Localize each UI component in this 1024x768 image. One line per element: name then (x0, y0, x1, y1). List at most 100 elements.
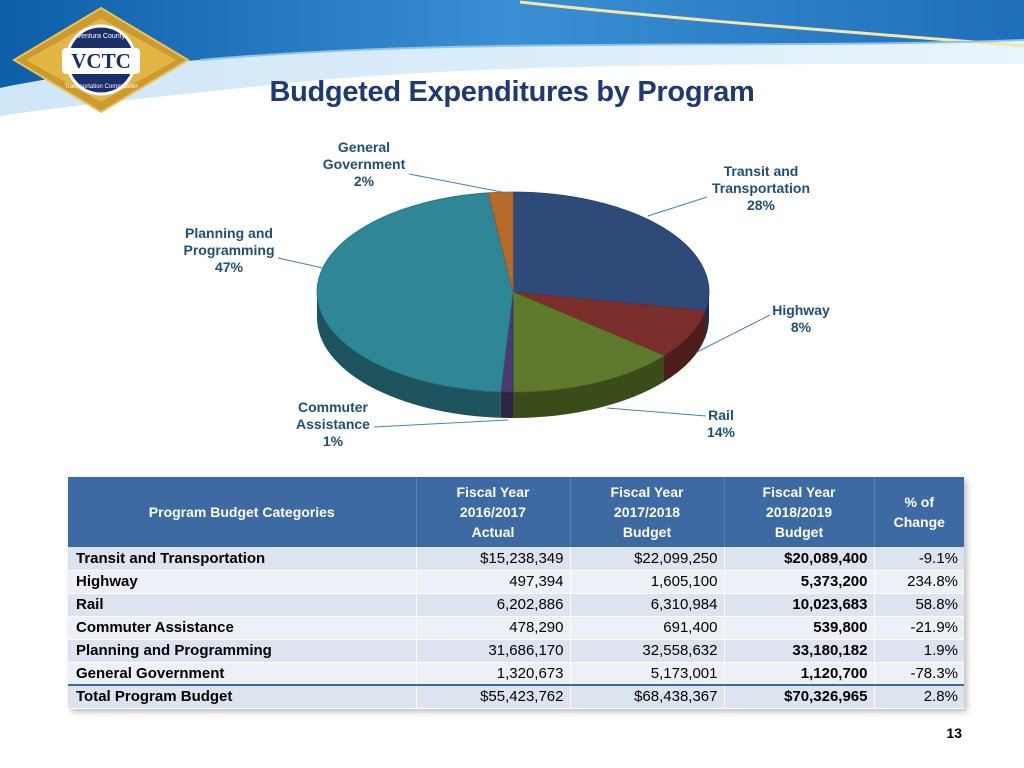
pie-labels: Transit and Transportation 28% Highway 8% Rai… (183, 139, 829, 449)
table-row: Transit and Transportation $15,238,349 $22… (68, 547, 964, 571)
pie-slice (316, 192, 514, 393)
value-cell: 5,173,001 (570, 662, 725, 686)
column-header: Program Budget Categories (68, 477, 417, 547)
total-row: Total Program Budget $55,423,762 $68,438,3… (68, 684, 964, 709)
svg-text:VCTC: VCTC (71, 49, 131, 73)
column-header-line: 2018/2019 (765, 504, 833, 520)
value-cell: 539,800 (724, 616, 875, 640)
svg-text:Transportation Commission: Transportation Commission (64, 84, 137, 90)
value-cell: 234.8% (874, 570, 964, 594)
column-header-line: Actual (471, 524, 515, 540)
value-cell: 1,605,100 (570, 570, 725, 594)
column-header-line: 2017/2018 (613, 504, 681, 520)
pie-label-line: Government (323, 156, 406, 172)
value-cell: $20,089,400 (724, 547, 875, 571)
leader-line (606, 407, 707, 417)
pie-label-line: 14% (707, 424, 736, 440)
column-header: Fiscal Year 2017/2018 Budget (570, 477, 725, 547)
leader-line (408, 173, 508, 194)
pie-slice (512, 291, 665, 393)
column-header-line: Program Budget Categories (148, 504, 335, 520)
value-cell: 1,320,673 (416, 662, 571, 686)
table-header: Program Budget Categories Fiscal Year 2016… (68, 477, 964, 547)
column-header-line: Fiscal Year (610, 484, 684, 500)
pie-label-line: 2% (354, 173, 375, 189)
table-row: Planning and Programming 31,686,170 32,558… (68, 639, 964, 663)
category-cell: Transit and Transportation (68, 547, 417, 571)
value-cell: 33,180,182 (724, 639, 875, 663)
value-cell: $15,238,349 (416, 547, 571, 571)
leader-line (373, 419, 509, 428)
column-header-line: 2016/2017 (459, 504, 527, 520)
value-cell: 478,290 (416, 616, 571, 640)
pie-slice-side (500, 391, 513, 418)
table-body: Transit and Transportation $15,238,349 $22… (68, 547, 964, 709)
value-cell: $55,423,762 (416, 684, 571, 709)
column-header-line: Change (893, 514, 945, 530)
category-cell: Commuter Assistance (68, 616, 417, 640)
pie-label-line: 47% (215, 259, 244, 275)
value-cell: -78.3% (874, 662, 964, 686)
pie-label-line: 8% (791, 319, 812, 335)
column-header-line: Fiscal Year (456, 484, 530, 500)
table-row: Commuter Assistance 478,290 691,400 539,800… (68, 616, 964, 640)
column-header: Fiscal Year 2016/2017 Actual (416, 477, 571, 547)
value-cell: 5,373,200 (724, 570, 875, 594)
pie-leaders (277, 173, 771, 428)
pie-slice-side (513, 355, 665, 418)
budget-table: Program Budget Categories Fiscal Year 2016… (68, 477, 964, 709)
pie-label-line: Transit and (724, 163, 799, 179)
pie-label-line: Programming (183, 242, 274, 258)
pie-label-line: Highway (772, 302, 830, 318)
value-cell: $68,438,367 (570, 684, 725, 709)
pie-label-line: Commuter (298, 399, 369, 415)
pie-label-line: 28% (747, 197, 776, 213)
value-cell: 1.9% (874, 639, 964, 663)
table-row: Highway 497,394 1,605,100 5,373,200 234.8% (68, 570, 964, 594)
leader-line (277, 257, 324, 269)
pie-chart: Transit and Transportation 28% Highway 8% Rai… (183, 139, 829, 449)
pie-slice-label: Highway 8% (772, 302, 830, 335)
table-row: General Government 1,320,673 5,173,001 1,12… (68, 662, 964, 686)
value-cell: 32,558,632 (570, 639, 725, 663)
value-cell: 497,394 (416, 570, 571, 594)
leader-line (696, 314, 771, 353)
pie-label-line: Planning and (185, 225, 273, 241)
value-cell: 2.8% (874, 684, 964, 709)
pie-slice-label: Planning and Programming 47% (183, 225, 274, 275)
pie-label-line: Rail (708, 407, 734, 423)
pie-tops (316, 191, 710, 393)
category-cell: Total Program Budget (68, 684, 417, 709)
value-cell: 6,202,886 (416, 593, 571, 617)
value-cell: 58.8% (874, 593, 964, 617)
table-header-row: Program Budget Categories Fiscal Year 2016… (68, 477, 964, 547)
value-cell: $70,326,965 (724, 684, 875, 709)
value-cell: 1,120,700 (724, 662, 875, 686)
pie-sides (316, 292, 709, 418)
page-number: 13 (946, 725, 962, 741)
column-header-line: Fiscal Year (762, 484, 836, 500)
value-cell: 31,686,170 (416, 639, 571, 663)
value-cell: 6,310,984 (570, 593, 725, 617)
pie-label-line: 1% (323, 433, 344, 449)
pie-slice-label: Commuter Assistance 1% (296, 399, 370, 449)
leader-line (647, 196, 708, 217)
category-cell: Planning and Programming (68, 639, 417, 663)
category-cell: Rail (68, 593, 417, 617)
pie-label-line: General (338, 139, 390, 155)
pie-slice-side (316, 292, 501, 418)
pie-slice (512, 291, 707, 357)
pie-label-line: Assistance (296, 416, 370, 432)
category-cell: General Government (68, 662, 417, 686)
column-header: % of Change (874, 477, 964, 547)
column-header-line: % of (904, 494, 935, 510)
pie-slice-label: Rail 14% (707, 407, 736, 440)
pie-slice (512, 191, 710, 312)
column-header-line: Budget (622, 524, 672, 540)
pie-slice-label: Transit and Transportation 28% (712, 163, 810, 213)
svg-text:Ventura County: Ventura County (77, 33, 126, 40)
pie-slice-label: General Government 2% (323, 139, 406, 189)
value-cell: 10,023,683 (724, 593, 875, 617)
header-band (0, 0, 1024, 116)
category-cell: Highway (68, 570, 417, 594)
